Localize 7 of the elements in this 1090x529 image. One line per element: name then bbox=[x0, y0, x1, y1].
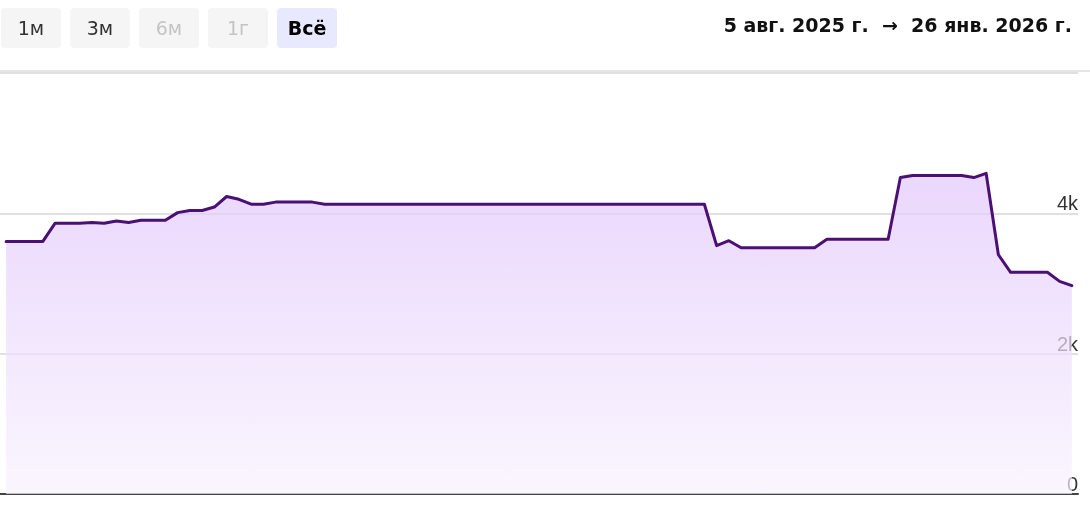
y-tick-label: 0 bbox=[1066, 473, 1078, 495]
text: Всё bbox=[277, 8, 337, 48]
text: 5 авг. 2025 г. → 26 янв. 2026 г. bbox=[723, 14, 1072, 36]
text: 1м bbox=[1, 8, 61, 48]
text: 3м bbox=[70, 8, 130, 48]
y-tick-label: 4k bbox=[1056, 192, 1079, 215]
y-tick-label: 2k bbox=[1056, 332, 1079, 355]
